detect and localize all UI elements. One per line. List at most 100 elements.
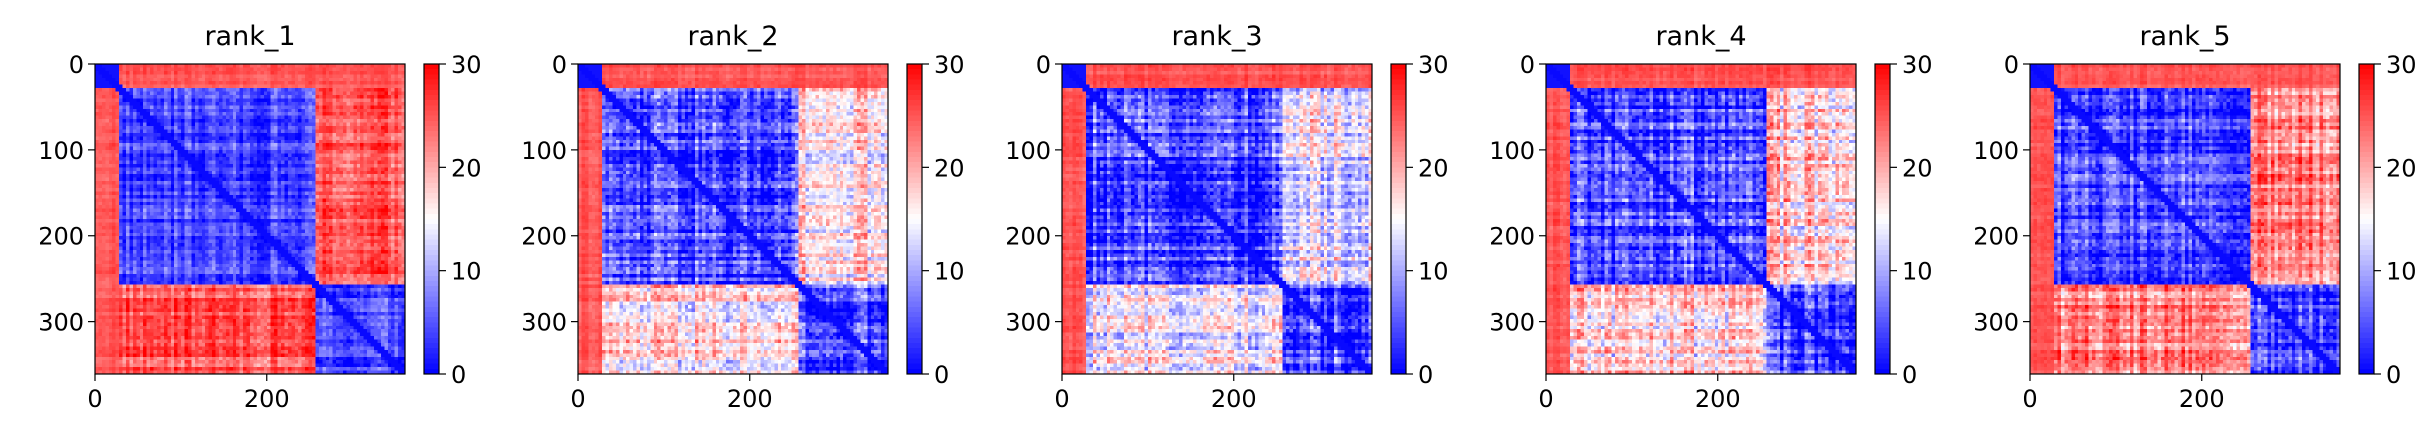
heatmap-cell: [219, 212, 223, 216]
heatmap-cell: [356, 250, 361, 254]
heatmap-cell: [318, 74, 323, 79]
heatmap-cell: [384, 67, 389, 72]
heatmap-cell: [250, 74, 254, 79]
heatmap-cell: [229, 184, 234, 189]
heatmap-cell: [115, 139, 120, 144]
heatmap-cell: [205, 95, 209, 99]
heatmap-cell: [212, 191, 216, 196]
heatmap-cell: [181, 143, 185, 147]
heatmap-cell: [394, 132, 399, 137]
heatmap-cell: [243, 229, 247, 234]
heatmap-cell: [243, 64, 247, 68]
heatmap-cell: [184, 139, 189, 144]
heatmap-cell: [318, 236, 323, 240]
heatmap-cell: [119, 177, 123, 182]
heatmap-cell: [208, 105, 213, 110]
heatmap-cell: [391, 91, 395, 96]
heatmap-cell: [160, 219, 165, 223]
heatmap-cell: [177, 126, 182, 130]
heatmap-cell: [146, 170, 151, 175]
heatmap-cell: [322, 136, 327, 141]
heatmap-cell: [139, 136, 144, 141]
heatmap-cell: [143, 150, 147, 154]
heatmap-cell: [208, 84, 213, 89]
heatmap-cell: [201, 174, 206, 178]
heatmap-cell: [225, 105, 230, 110]
heatmap-cell: [398, 64, 402, 68]
heatmap-cell: [236, 188, 240, 192]
heatmap-cell: [129, 108, 134, 113]
heatmap-cell: [170, 236, 175, 240]
heatmap-cell: [150, 88, 154, 92]
heatmap-cell: [136, 174, 141, 178]
heatmap-cell: [236, 88, 240, 92]
heatmap-cell: [384, 132, 389, 137]
heatmap-cell: [398, 246, 402, 251]
heatmap-cell: [174, 219, 178, 223]
heatmap-cell: [170, 208, 175, 213]
heatmap-cell: [332, 122, 337, 127]
heatmap-cell: [126, 67, 130, 72]
heatmap-cell: [188, 112, 192, 116]
heatmap-cell: [370, 122, 375, 127]
heatmap-cell: [281, 163, 285, 168]
heatmap-cell: [284, 95, 289, 99]
heatmap-cell: [294, 129, 299, 134]
heatmap-cell: [346, 170, 351, 175]
heatmap-cell: [353, 236, 358, 240]
heatmap-cell: [353, 243, 358, 247]
heatmap-cell: [343, 239, 347, 244]
heatmap-cell: [139, 150, 144, 154]
heatmap-cell: [332, 191, 337, 196]
heatmap-cell: [281, 229, 285, 234]
heatmap-cell: [263, 126, 268, 130]
heatmap-cell: [349, 129, 354, 134]
heatmap-cell: [160, 225, 165, 230]
heatmap-cell: [229, 143, 234, 147]
heatmap-cell: [339, 198, 344, 203]
heatmap-cell: [360, 212, 364, 216]
heatmap-cell: [343, 143, 347, 147]
heatmap-cell: [277, 136, 282, 141]
heatmap-cell: [332, 112, 337, 116]
heatmap-cell: [312, 225, 316, 230]
heatmap-cell: [374, 236, 378, 240]
heatmap-cell: [232, 136, 237, 141]
heatmap-cell: [95, 153, 99, 158]
heatmap-cell: [160, 163, 165, 168]
heatmap-cell: [356, 153, 361, 158]
heatmap-cell: [153, 174, 158, 178]
heatmap-cell: [225, 84, 230, 89]
heatmap-cell: [274, 160, 278, 165]
heatmap-cell: [239, 215, 244, 220]
heatmap-cell: [380, 108, 385, 113]
heatmap-cell: [219, 201, 223, 206]
heatmap-cell: [119, 191, 123, 196]
heatmap-cell: [229, 108, 234, 113]
heatmap-cell: [353, 229, 358, 234]
heatmap-cell: [353, 67, 358, 72]
heatmap-cell: [194, 232, 199, 237]
heatmap-cell: [115, 119, 120, 123]
heatmap-cell: [270, 194, 275, 199]
heatmap-cell: [225, 132, 230, 137]
heatmap-cell: [95, 170, 99, 175]
heatmap-cell: [391, 232, 395, 237]
heatmap-cell: [105, 129, 110, 134]
heatmap-cell: [205, 146, 209, 151]
heatmap-cell: [122, 64, 127, 68]
heatmap-cell: [325, 101, 330, 106]
heatmap-cell: [315, 163, 320, 168]
heatmap-cell: [387, 101, 392, 106]
heatmap-cell: [294, 181, 299, 185]
heatmap-cell: [170, 250, 175, 254]
heatmap-cell: [270, 184, 275, 189]
heatmap-cell: [298, 136, 302, 141]
heatmap-cell: [253, 219, 258, 223]
heatmap-cell: [291, 194, 296, 199]
heatmap-cell: [222, 229, 227, 234]
heatmap-cell: [360, 77, 364, 82]
heatmap-cell: [294, 88, 299, 92]
heatmap-cell: [253, 105, 258, 110]
heatmap-cell: [274, 201, 278, 206]
